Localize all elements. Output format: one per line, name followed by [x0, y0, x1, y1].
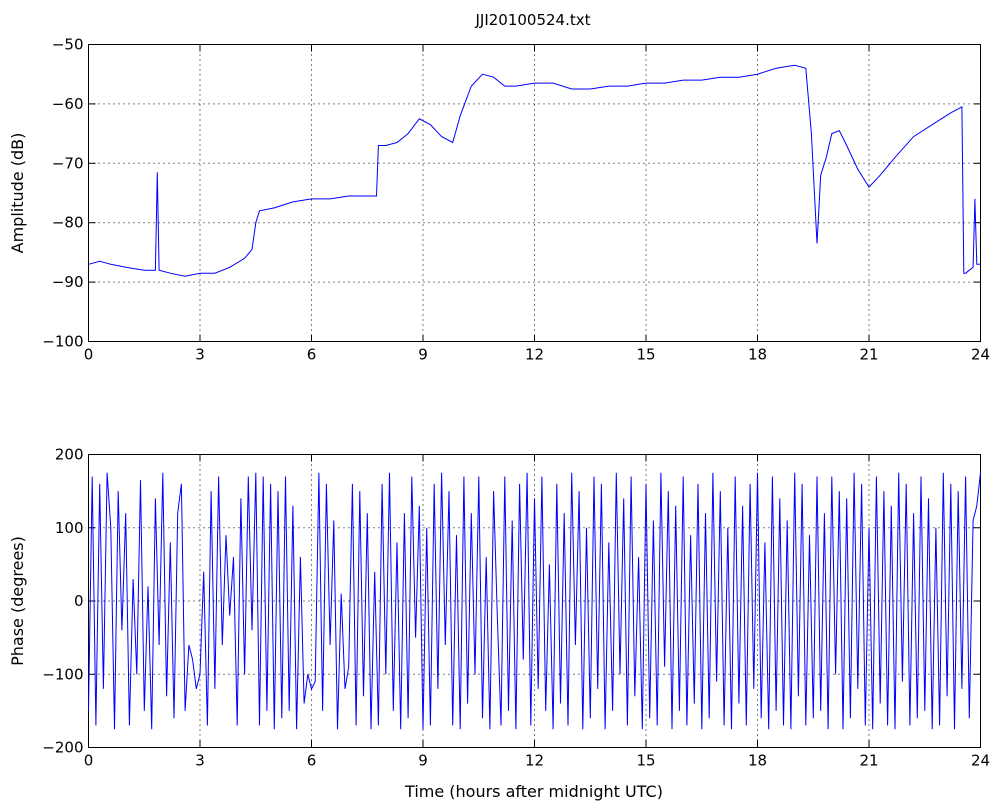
- phase-x-tick-label: 0: [84, 752, 94, 770]
- phase-y-tick-label: 100: [55, 519, 84, 537]
- amplitude-x-tick-label: 6: [307, 346, 317, 364]
- amplitude-axes: JJI20100524.txt 0 3 6 9 12 15 18 21 24 −50 −60 −70…: [8, 11, 990, 364]
- amplitude-y-tick-label: −80: [52, 214, 84, 232]
- phase-x-tick-label: 21: [859, 752, 878, 770]
- amplitude-y-tick-label: −50: [52, 36, 84, 54]
- phase-x-axis-label: Time (hours after midnight UTC): [404, 782, 663, 801]
- amplitude-x-ticks: 0 3 6 9 12 15 18 21 24: [84, 44, 990, 364]
- phase-x-tick-label: 6: [307, 752, 317, 770]
- amplitude-chart-title: JJI20100524.txt: [474, 11, 590, 29]
- amplitude-x-tick-label: 15: [636, 346, 655, 364]
- amplitude-y-tick-label: −60: [52, 95, 84, 113]
- amplitude-plot-frame: [88, 44, 981, 342]
- phase-x-tick-label: 12: [525, 752, 544, 770]
- phase-y-tick-label: 0: [74, 592, 84, 610]
- amplitude-series-line: [88, 64, 981, 277]
- amplitude-x-tick-label: 0: [84, 346, 94, 364]
- phase-y-tick-label: 200: [55, 446, 84, 464]
- phase-y-tick-label: −100: [42, 665, 83, 683]
- phase-x-ticks: 0 3 6 9 12 15 18 21 24: [84, 454, 990, 770]
- phase-y-axis-label: Phase (degrees): [8, 536, 27, 666]
- phase-axes: 0 3 6 9 12 15 18 21 24 200 100 0 −100 −200 Phase (de…: [8, 446, 990, 802]
- amplitude-y-tick-label: −100: [42, 333, 83, 351]
- phase-x-tick-label: 15: [636, 752, 655, 770]
- amplitude-x-tick-label: 9: [418, 346, 428, 364]
- phase-y-tick-label: −200: [42, 739, 83, 757]
- amplitude-x-tick-label: 3: [195, 346, 205, 364]
- amplitude-y-ticks: −50 −60 −70 −80 −90 −100: [42, 36, 981, 351]
- amplitude-y-axis-label: Amplitude (dB): [8, 133, 27, 254]
- amplitude-x-tick-label: 12: [525, 346, 544, 364]
- phase-y-ticks: 200 100 0 −100 −200: [42, 446, 981, 757]
- amplitude-x-tick-label: 24: [971, 346, 990, 364]
- phase-x-tick-label: 18: [748, 752, 767, 770]
- amplitude-y-tick-label: −70: [52, 154, 84, 172]
- phase-series-line: [88, 472, 981, 730]
- amplitude-y-tick-label: −90: [52, 273, 84, 291]
- phase-x-tick-label: 3: [195, 752, 205, 770]
- amplitude-x-tick-label: 21: [859, 346, 878, 364]
- phase-x-tick-label: 24: [971, 752, 990, 770]
- phase-x-tick-label: 9: [418, 752, 428, 770]
- amplitude-grid: [88, 44, 981, 342]
- amplitude-x-tick-label: 18: [748, 346, 767, 364]
